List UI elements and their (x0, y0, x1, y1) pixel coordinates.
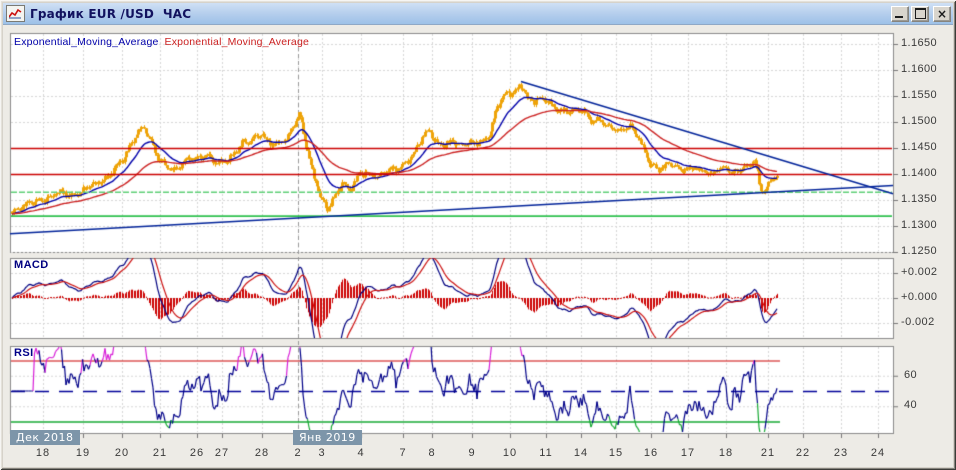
minimize-icon (895, 15, 903, 18)
close-icon: × (936, 6, 948, 21)
chart-icon (6, 5, 25, 22)
close-button[interactable]: × (933, 5, 951, 22)
maximize-icon (914, 8, 926, 19)
maximize-button[interactable] (911, 5, 929, 22)
window-title: График EUR /USD ЧАС (30, 6, 192, 21)
minimize-button[interactable] (891, 5, 909, 22)
title-bar[interactable]: График EUR /USD ЧАС × (3, 3, 953, 25)
